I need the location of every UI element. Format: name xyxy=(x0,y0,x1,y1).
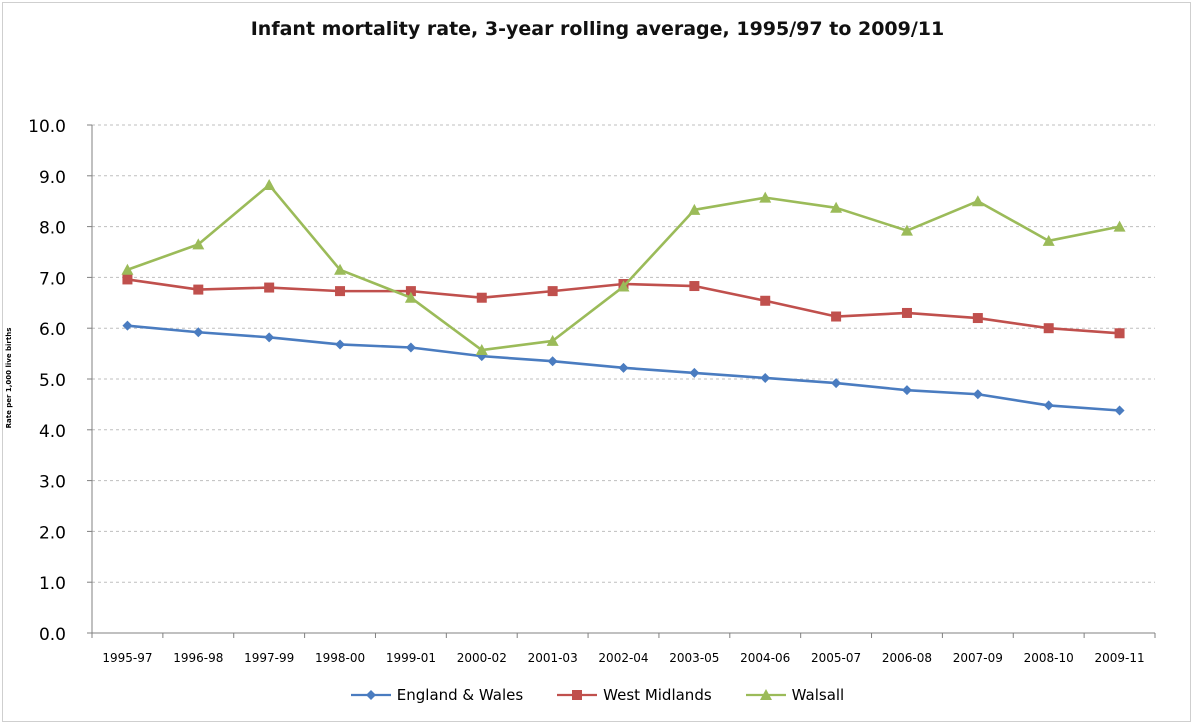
data-point xyxy=(334,263,347,275)
x-tick-label: 1995-97 xyxy=(102,651,152,665)
x-tick-label: 2001-03 xyxy=(528,651,578,665)
x-tick-label: 2004-06 xyxy=(740,651,790,665)
x-tick-label: 2005-07 xyxy=(811,651,861,665)
data-point xyxy=(193,327,204,338)
legend-item-west-midlands: West Midlands xyxy=(557,686,712,704)
data-point xyxy=(476,292,487,303)
chart-title: Infant mortality rate, 3-year rolling av… xyxy=(250,18,945,40)
x-tick-label: 1999-01 xyxy=(386,651,436,665)
legend-item-england-wales: England & Wales xyxy=(350,686,524,704)
data-point xyxy=(901,385,912,396)
y-tick-label: 3.0 xyxy=(39,473,66,493)
data-point xyxy=(475,344,488,356)
data-point xyxy=(1043,400,1054,411)
data-point xyxy=(618,362,629,373)
y-tick-label: 9.0 xyxy=(39,168,66,188)
y-tick-label: 0.0 xyxy=(39,625,66,645)
x-tick-label: 1997-99 xyxy=(244,651,294,665)
x-tick-label: 2008-10 xyxy=(1024,651,1074,665)
data-point xyxy=(1043,323,1054,334)
x-tick-label: 1996-98 xyxy=(173,651,223,665)
data-point xyxy=(760,295,771,306)
data-point xyxy=(972,389,983,400)
y-tick-label: 1.0 xyxy=(39,574,66,594)
data-point xyxy=(335,339,346,350)
data-point xyxy=(972,313,983,324)
data-point xyxy=(1114,328,1125,339)
data-point xyxy=(335,286,346,297)
legend-item-walsall: Walsall xyxy=(745,686,845,704)
data-point xyxy=(617,280,630,292)
data-point xyxy=(900,224,913,236)
data-point xyxy=(193,284,204,295)
data-point xyxy=(971,195,984,207)
axes xyxy=(87,124,1156,638)
y-tick-label: 2.0 xyxy=(39,523,66,543)
legend-key-england-wales xyxy=(350,690,391,700)
data-point xyxy=(901,307,912,318)
data-point xyxy=(831,378,842,389)
data-point xyxy=(547,286,558,297)
x-tick-label: 2007-09 xyxy=(953,651,1003,665)
data-point xyxy=(404,291,417,303)
data-point xyxy=(192,238,205,250)
legend-key-walsall xyxy=(745,689,786,700)
y-tick-label: 6.0 xyxy=(39,320,66,340)
y-tick-labels: 0.0 1.0 2.0 3.0 4.0 5.0 6.0 7.0 8.0 9.0 10.0 xyxy=(28,117,66,645)
data-point xyxy=(830,201,843,213)
x-tick-labels: 1995-97 1996-98 1997-99 1998-00 1999-01 2000-… xyxy=(102,651,1144,665)
y-tick-label: 7.0 xyxy=(39,269,66,289)
x-tick-label: 2003-05 xyxy=(669,651,719,665)
data-point xyxy=(759,191,772,203)
x-tick-label: 2000-02 xyxy=(457,651,507,665)
x-tick-label: 2006-08 xyxy=(882,651,932,665)
data-point xyxy=(122,274,133,285)
data-point xyxy=(688,203,701,215)
legend-key-west-midlands xyxy=(557,690,598,700)
data-point xyxy=(405,342,416,353)
legend-label-walsall: Walsall xyxy=(791,686,845,704)
data-point xyxy=(1042,234,1055,246)
gridlines xyxy=(92,124,1155,583)
data-point xyxy=(405,286,416,297)
data-point xyxy=(264,282,275,293)
data-point xyxy=(263,178,276,190)
x-tick-label: 1998-00 xyxy=(315,651,365,665)
y-tick-label: 5.0 xyxy=(39,371,66,391)
data-point xyxy=(546,334,559,346)
legend: England & Wales West Midlands Walsall xyxy=(0,686,1195,704)
data-point xyxy=(689,281,700,292)
series-line-walsall xyxy=(126,183,1120,352)
x-tick-label: 2009-11 xyxy=(1094,651,1144,665)
data-point xyxy=(760,372,771,383)
data-point xyxy=(1114,405,1125,416)
data-point xyxy=(264,332,275,343)
legend-label-west-midlands: West Midlands xyxy=(603,686,712,704)
y-tick-label: 10.0 xyxy=(28,117,66,137)
data-point xyxy=(689,367,700,378)
x-tick-label: 2002-04 xyxy=(598,651,648,665)
data-point xyxy=(122,320,133,331)
data-point xyxy=(547,356,558,367)
legend-label-england-wales: England & Wales xyxy=(396,686,524,704)
y-tick-label: 8.0 xyxy=(39,219,66,239)
y-tick-label: 4.0 xyxy=(39,422,66,442)
data-point xyxy=(1113,220,1126,232)
data-point xyxy=(831,311,842,322)
series-lines xyxy=(121,178,1126,416)
data-point xyxy=(121,263,134,275)
